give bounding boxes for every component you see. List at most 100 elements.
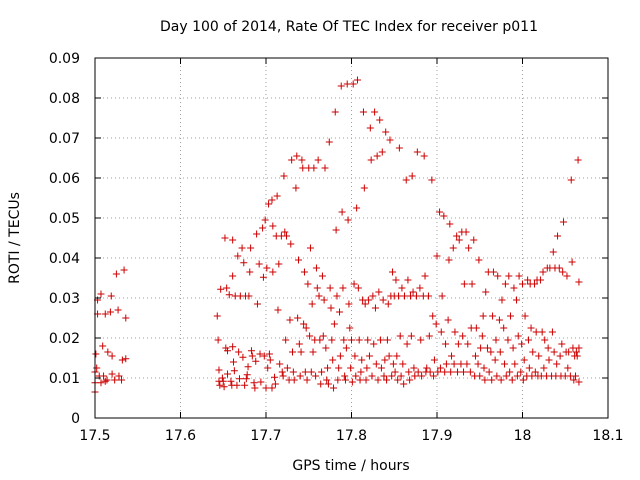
data-point [306, 244, 314, 252]
data-point [480, 364, 488, 372]
data-point [481, 376, 489, 384]
data-point [437, 328, 445, 336]
data-point [342, 344, 350, 352]
data-point [468, 280, 476, 288]
data-point [402, 176, 410, 184]
data-point [321, 164, 329, 172]
data-point [309, 348, 317, 356]
data-point [400, 380, 408, 388]
data-point [573, 352, 581, 360]
data-point [300, 320, 308, 328]
data-point [268, 384, 276, 392]
data-point [412, 292, 420, 300]
data-point [295, 340, 303, 348]
data-point [440, 212, 448, 220]
data-point [240, 259, 248, 267]
data-point [93, 364, 101, 372]
data-point [346, 324, 354, 332]
axes [94, 57, 609, 419]
data-point [509, 344, 517, 352]
data-point [108, 370, 116, 378]
data-point [508, 376, 516, 384]
data-point [524, 336, 532, 344]
data-point [366, 124, 374, 132]
data-point [420, 152, 428, 160]
data-point [519, 280, 526, 288]
data-point [476, 372, 484, 380]
data-point [225, 291, 233, 299]
data-point [347, 364, 355, 372]
data-point [457, 360, 465, 368]
y-tick-label: 0.01 [49, 371, 80, 387]
data-point [261, 216, 269, 224]
data-point [336, 352, 344, 360]
data-point [568, 258, 576, 266]
data-point [227, 377, 235, 385]
data-point [247, 244, 255, 252]
data-point [230, 358, 238, 366]
data-point [511, 360, 519, 368]
data-point [425, 332, 433, 340]
data-point [515, 272, 523, 280]
data-point [436, 364, 444, 372]
data-point [107, 292, 115, 300]
data-point [330, 320, 338, 328]
data-point [312, 372, 320, 380]
data-point [376, 116, 384, 124]
y-axis-label: ROTI / TECUs [7, 192, 23, 284]
data-point [118, 356, 126, 364]
data-point [495, 316, 503, 324]
data-point [253, 300, 261, 308]
data-point [423, 364, 431, 372]
data-point [220, 383, 228, 391]
data-point [332, 226, 340, 234]
y-tick-label: 0.02 [49, 331, 80, 347]
data-point [567, 176, 575, 184]
data-point [99, 342, 107, 350]
data-point [575, 344, 583, 352]
data-point [283, 232, 291, 240]
data-point [289, 348, 297, 356]
data-point [324, 364, 332, 372]
data-point [241, 381, 249, 389]
data-point [318, 368, 326, 376]
data-point [219, 377, 227, 385]
data-point [545, 356, 553, 364]
data-point [276, 360, 284, 368]
data-point [268, 196, 276, 204]
data-point [296, 372, 304, 380]
data-point [446, 220, 454, 228]
data-point [359, 296, 367, 304]
data-point [351, 352, 359, 360]
data-point [235, 375, 243, 383]
data-point [408, 172, 416, 180]
x-tick-label: 17.5 [79, 428, 110, 444]
data-point [426, 368, 434, 376]
data-point [433, 252, 441, 260]
data-points [91, 76, 583, 396]
data-point [472, 324, 480, 332]
data-point [253, 230, 261, 238]
data-point [221, 234, 229, 242]
data-point [239, 353, 247, 361]
data-point [531, 368, 539, 376]
data-point [97, 290, 105, 298]
data-point [489, 268, 497, 276]
data-point [491, 356, 499, 364]
data-point [535, 352, 543, 360]
data-point [354, 284, 362, 292]
data-point [398, 284, 406, 292]
data-point [271, 373, 279, 381]
data-point [507, 312, 515, 320]
data-point [373, 152, 381, 160]
x-axis-label: GPS time / hours [292, 458, 409, 474]
data-point [290, 376, 298, 384]
data-point [418, 372, 426, 380]
data-point [550, 348, 558, 356]
data-point [294, 314, 302, 322]
data-point [343, 80, 351, 88]
data-point [487, 348, 495, 356]
data-point [345, 300, 353, 308]
data-point [216, 381, 224, 389]
